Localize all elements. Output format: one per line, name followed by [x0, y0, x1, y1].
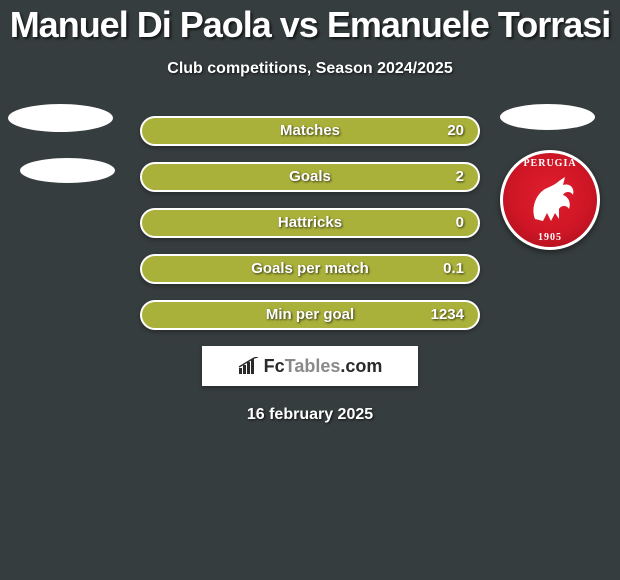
stat-bar: Goals per match 0.1 [140, 254, 480, 284]
brand-badge[interactable]: FcTables.com [202, 346, 418, 386]
brand-fc: Fc [264, 356, 285, 376]
griffin-icon [525, 173, 581, 229]
stat-right: 0.1 [443, 256, 464, 282]
right-club-logos: PERUGIA 1905 [500, 104, 600, 250]
stat-bars: Matches 20 Goals 2 Hattricks 0 Goals per… [140, 116, 480, 330]
stat-label: Goals [142, 164, 478, 190]
stat-label: Hattricks [142, 210, 478, 236]
snapshot-date: 16 february 2025 [0, 406, 620, 424]
comparison-grid: PERUGIA 1905 Matches 20 Goals 2 Hattrick… [0, 116, 620, 424]
left-logo-placeholder-2 [20, 158, 115, 183]
stat-right: 2 [456, 164, 464, 190]
stat-label: Goals per match [142, 256, 478, 282]
stat-bar: Goals 2 [140, 162, 480, 192]
stat-bar: Min per goal 1234 [140, 300, 480, 330]
brand-text: FcTables.com [264, 356, 383, 377]
perugia-badge: PERUGIA 1905 [500, 150, 600, 250]
stat-label: Matches [142, 118, 478, 144]
player2-name: Emanuele Torrasi [327, 4, 610, 45]
subtitle: Club competitions, Season 2024/2025 [0, 60, 620, 78]
page-title: Manuel Di Paola vs Emanuele Torrasi [0, 0, 620, 46]
vs-text: vs [280, 4, 318, 45]
left-club-logos [8, 104, 115, 209]
player1-name: Manuel Di Paola [10, 4, 271, 45]
stat-bar: Hattricks 0 [140, 208, 480, 238]
stat-label: Min per goal [142, 302, 478, 328]
perugia-year: 1905 [503, 232, 597, 243]
left-logo-placeholder-1 [8, 104, 113, 132]
stat-bar: Matches 20 [140, 116, 480, 146]
perugia-name: PERUGIA [503, 158, 597, 169]
right-logo-placeholder-1 [500, 104, 595, 130]
stat-right: 0 [456, 210, 464, 236]
bar-chart-icon [238, 357, 260, 375]
stat-right: 20 [447, 118, 464, 144]
stat-right: 1234 [431, 302, 464, 328]
brand-tables: Tables [285, 356, 341, 376]
brand-com: .com [340, 356, 382, 376]
